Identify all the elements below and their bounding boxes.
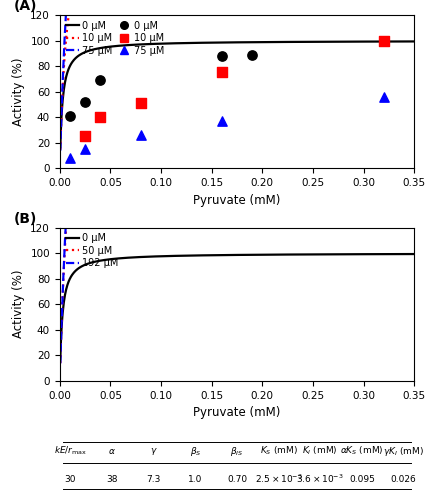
Text: 7.3: 7.3 [146, 474, 161, 484]
Text: (B): (B) [14, 212, 37, 226]
Point [81, 145, 88, 153]
Point [380, 36, 386, 44]
Text: 0.026: 0.026 [390, 474, 415, 484]
Point [218, 117, 225, 125]
Text: $\alpha K_S$ (mM): $\alpha K_S$ (mM) [339, 445, 383, 458]
Point [218, 52, 225, 60]
Legend: 0 μM, 50 μM, 192 μM: 0 μM, 50 μM, 192 μM [64, 232, 119, 270]
Y-axis label: Activity (%): Activity (%) [12, 58, 25, 126]
Text: 30: 30 [64, 474, 76, 484]
Legend: 0 μM, 10 μM, 75 μM, 0 μM, 10 μM, 75 μM: 0 μM, 10 μM, 75 μM, 0 μM, 10 μM, 75 μM [64, 20, 165, 57]
Text: (A): (A) [14, 0, 37, 14]
Text: 0.70: 0.70 [226, 474, 247, 484]
Text: $2.5\times10^{-3}$: $2.5\times10^{-3}$ [254, 473, 302, 485]
Point [66, 112, 73, 120]
Point [97, 113, 104, 121]
Text: $\gamma$: $\gamma$ [150, 446, 157, 456]
Y-axis label: Activity (%): Activity (%) [12, 270, 25, 338]
Text: $\alpha$: $\alpha$ [108, 446, 116, 456]
Text: $K_S$ (mM): $K_S$ (mM) [259, 445, 297, 458]
Point [380, 92, 386, 100]
Text: 1.0: 1.0 [188, 474, 202, 484]
X-axis label: Pyruvate (mM): Pyruvate (mM) [193, 194, 280, 206]
Text: $\beta_S$: $\beta_S$ [189, 444, 201, 458]
Text: 38: 38 [106, 474, 118, 484]
Point [248, 50, 255, 58]
Point [137, 131, 144, 139]
Text: $3.6\times10^{-3}$: $3.6\times10^{-3}$ [296, 473, 343, 485]
Text: $kE/r_{\mathrm{max}}$: $kE/r_{\mathrm{max}}$ [54, 445, 87, 458]
Point [81, 132, 88, 140]
Point [97, 76, 104, 84]
Text: $\gamma K_I$ (mM): $\gamma K_I$ (mM) [382, 444, 423, 458]
Text: $K_I$ (mM): $K_I$ (mM) [302, 445, 337, 458]
Point [66, 154, 73, 162]
Point [218, 68, 225, 76]
Text: 0.095: 0.095 [348, 474, 374, 484]
Point [81, 98, 88, 106]
X-axis label: Pyruvate (mM): Pyruvate (mM) [193, 406, 280, 419]
Text: $\beta_{IS}$: $\beta_{IS}$ [230, 444, 243, 458]
Point [137, 99, 144, 107]
